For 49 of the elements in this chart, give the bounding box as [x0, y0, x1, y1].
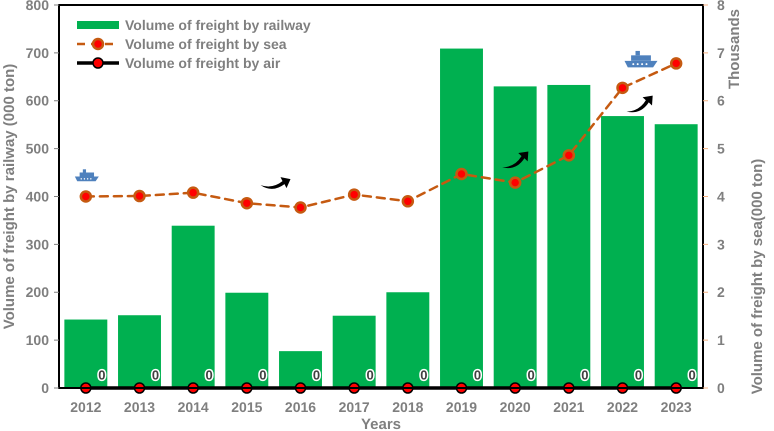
y-axis-title: Volume of freight by railway (000 ton) [1, 64, 18, 330]
x-tick-label: 2015 [231, 399, 263, 415]
data-label: 0 [366, 368, 374, 383]
x-tick-label: 2014 [178, 399, 209, 415]
y-tick-label: 100 [26, 332, 50, 348]
y-tick-label: 800 [26, 0, 50, 13]
legend-label: Volume of freight by air [125, 54, 281, 71]
data-label: 0 [474, 368, 482, 383]
y2-tick-label: 2 [717, 284, 725, 300]
x-tick-label: 2022 [606, 399, 638, 415]
x-tick-label: 2021 [553, 399, 585, 415]
y2-tick-label: 4 [717, 188, 725, 204]
data-label: 0 [312, 368, 320, 383]
x-tick-label: 2020 [500, 399, 531, 415]
x-tick-label: 2017 [338, 399, 370, 415]
y2-tick-label: 3 [717, 236, 725, 252]
y-tick-label: 400 [26, 188, 50, 204]
x-tick-label: 2012 [70, 399, 102, 415]
y2-tick-label: 7 [717, 44, 725, 61]
y2-tick-label: 5 [717, 140, 725, 157]
y2-tick-label: 6 [717, 92, 725, 109]
data-label: 0 [259, 368, 266, 383]
y-tick-label: 300 [26, 236, 50, 252]
data-label: 0 [634, 368, 642, 383]
y-tick-label: 500 [26, 140, 50, 157]
data-label: 0 [206, 368, 213, 383]
data-label: 0 [688, 368, 696, 383]
y-tick-label: 200 [26, 284, 50, 300]
x-tick-label: 2013 [124, 399, 156, 415]
data-label: 0 [581, 368, 588, 383]
legend-label: Volume of freight by sea [125, 36, 287, 52]
x-tick-label: 2018 [392, 399, 424, 415]
y-tick-label: 0 [41, 380, 50, 396]
x-tick-label: 2019 [446, 399, 478, 415]
legend-label: Volume of freight by railway [125, 16, 311, 33]
y2-tick-label: 8 [717, 0, 725, 13]
x-tick-label: 2016 [284, 399, 316, 415]
y2-axis-title: Volume of freight by sea(000 ton) [749, 158, 766, 394]
y-tick-label: 600 [26, 92, 50, 109]
y-tick-label: 700 [26, 44, 50, 61]
data-label: 0 [152, 368, 160, 383]
y2-tick-label: 1 [717, 332, 725, 348]
text: Thousands [726, 9, 743, 90]
x-tick-label: 2023 [660, 399, 692, 415]
data-label: 0 [528, 368, 535, 383]
data-label: 0 [420, 368, 428, 383]
data-label: 0 [98, 368, 106, 383]
x-axis-title: Years [360, 416, 402, 431]
y2-tick-label: 0 [717, 380, 725, 396]
